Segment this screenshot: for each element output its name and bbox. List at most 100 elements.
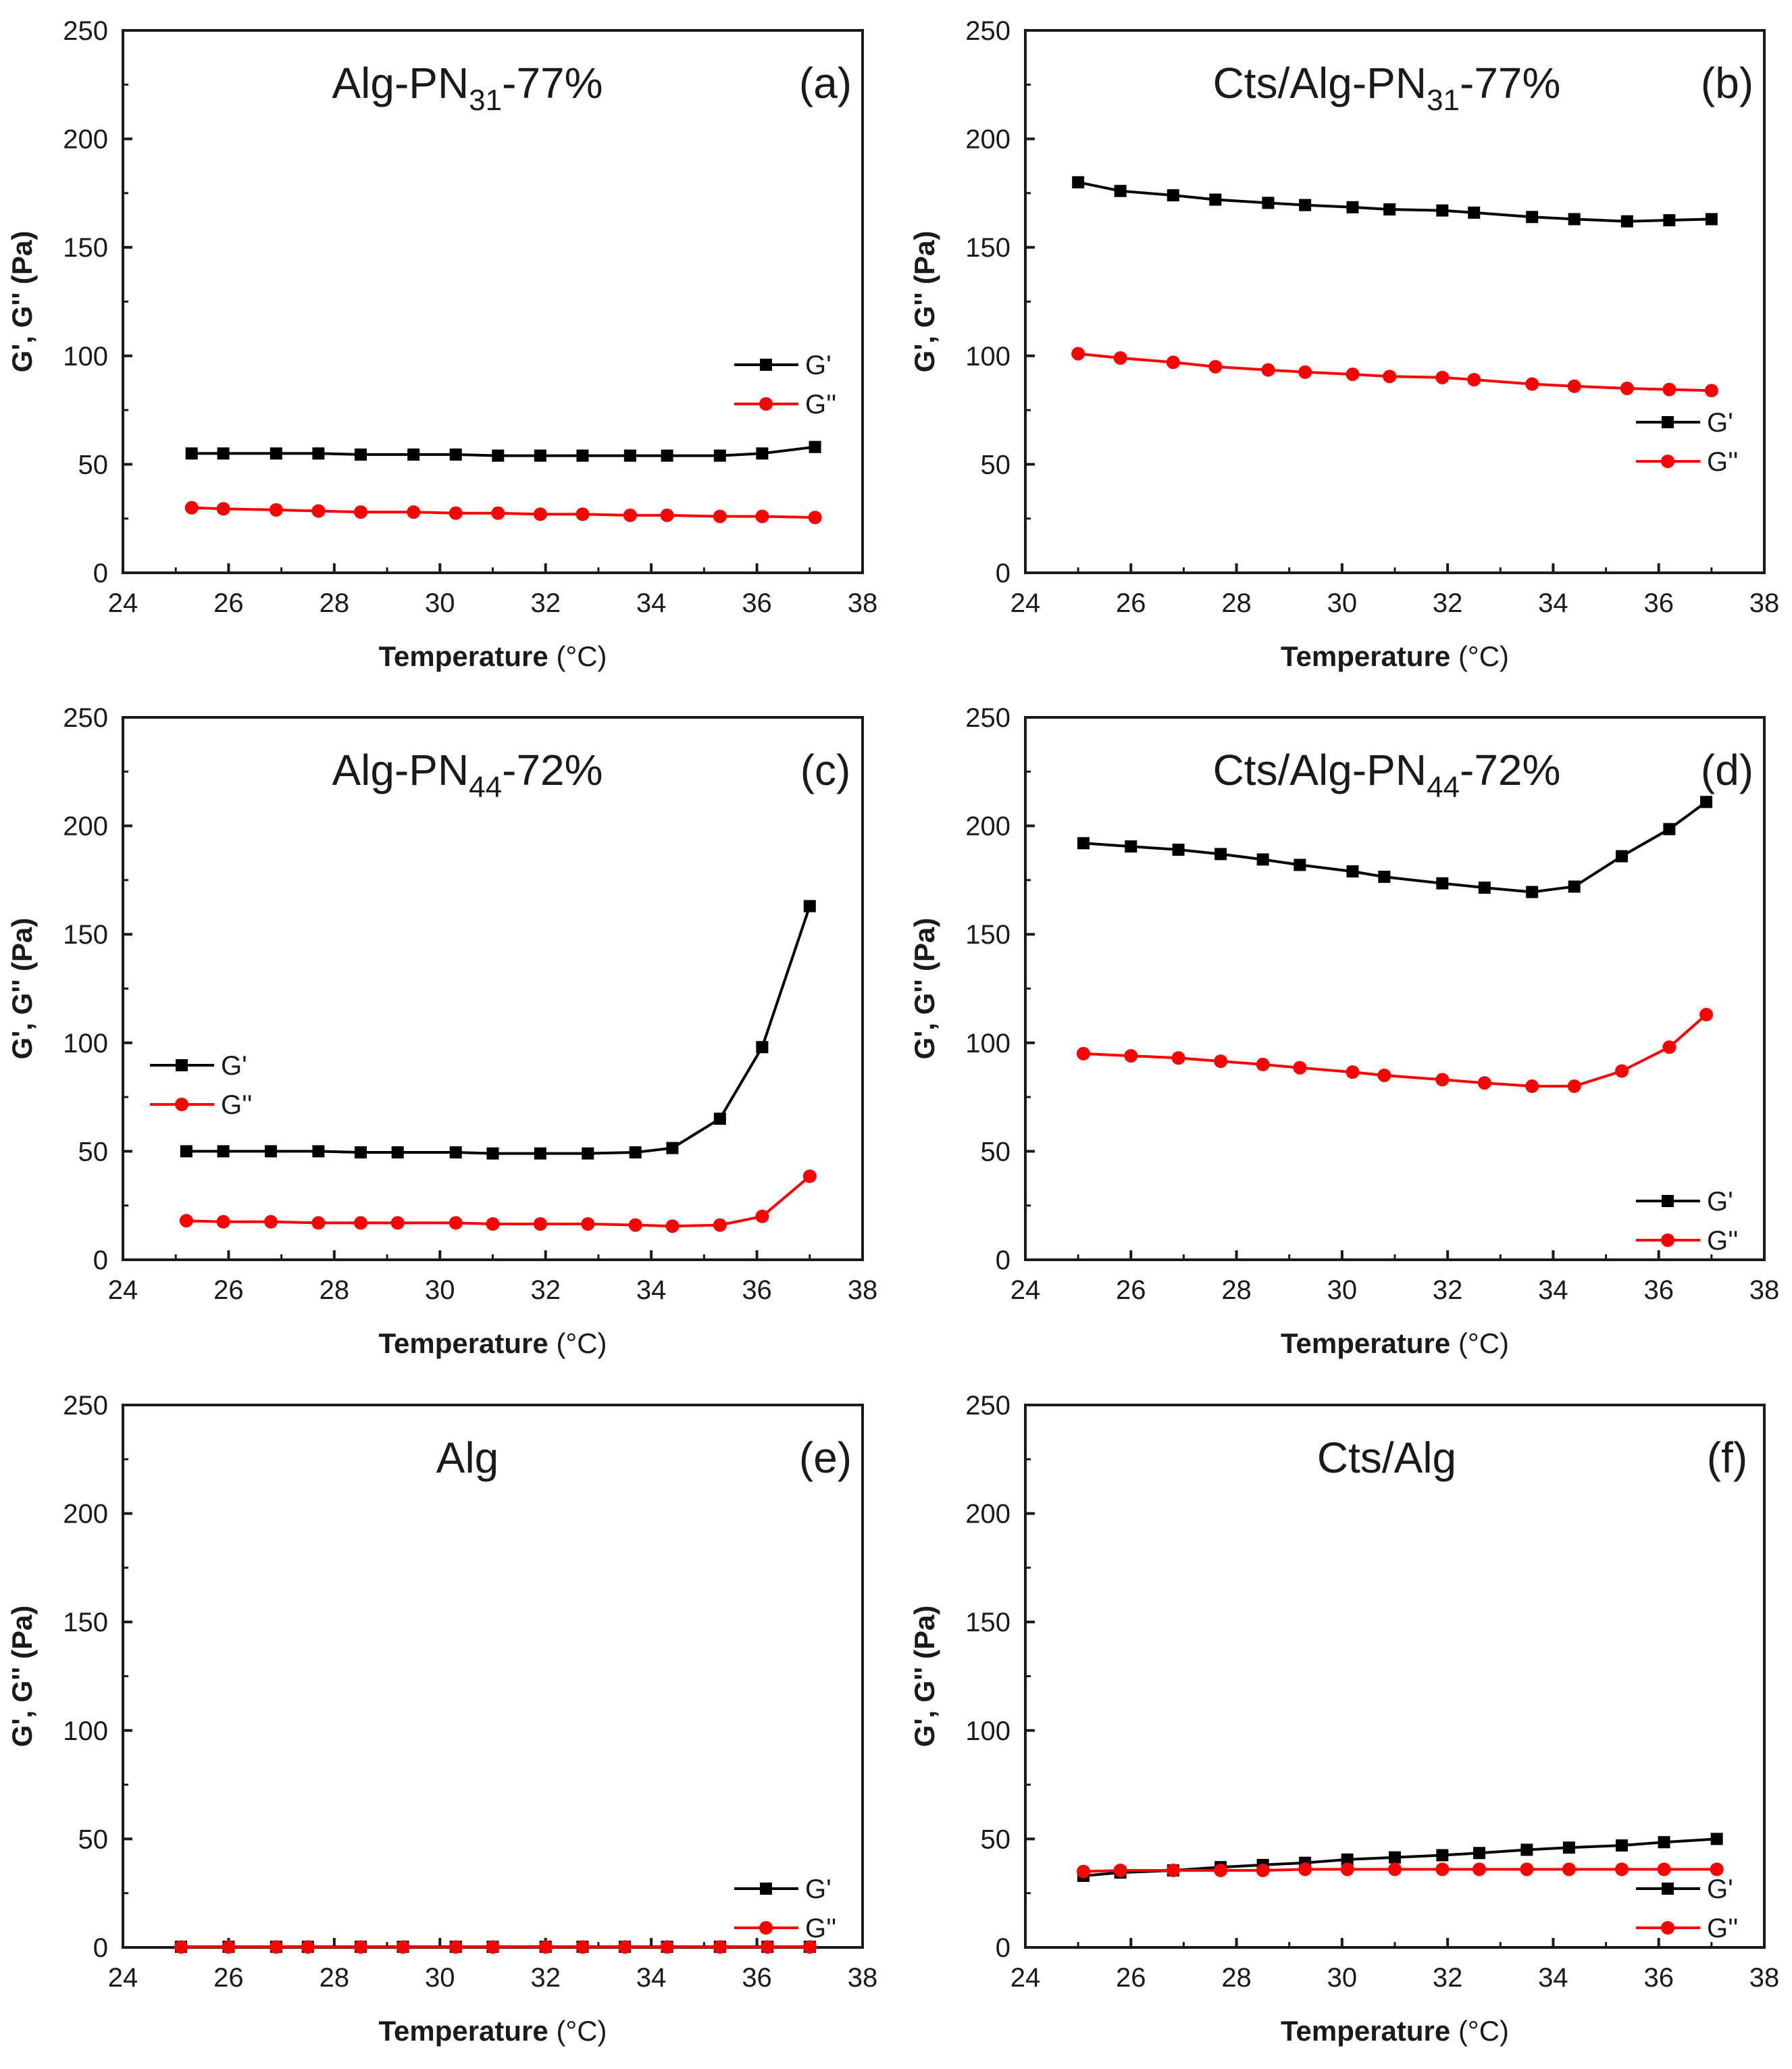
data-point xyxy=(391,1146,404,1159)
y-axis-label: G', G'' (Pa) xyxy=(908,918,940,1060)
data-point xyxy=(533,507,547,521)
x-axis-label: Temperature (°C) xyxy=(1281,2015,1509,2047)
x-tick-label: 26 xyxy=(213,588,244,618)
panel-title: Alg-PN44-72% xyxy=(332,746,603,804)
data-point xyxy=(312,1145,325,1158)
data-point xyxy=(1663,823,1676,836)
panel-title-main: Alg xyxy=(436,1433,499,1482)
data-point xyxy=(353,1216,367,1230)
data-point xyxy=(1705,213,1718,226)
data-point xyxy=(1346,367,1360,382)
x-tick-label: 32 xyxy=(1433,1275,1463,1305)
data-point xyxy=(311,1216,326,1230)
legend: G' G'' xyxy=(1636,1187,1738,1256)
x-tick-label: 26 xyxy=(1116,1275,1146,1305)
data-point xyxy=(1616,1839,1629,1852)
data-point xyxy=(1473,1847,1486,1860)
y-tick-label: 200 xyxy=(965,125,1010,155)
data-point xyxy=(661,449,673,462)
x-tick-label: 30 xyxy=(425,1275,455,1305)
data-point xyxy=(1568,880,1581,893)
x-axis-label: Temperature (°C) xyxy=(378,640,607,672)
x-axis-label-name: Temperature xyxy=(378,2015,556,2047)
data-point xyxy=(629,1146,642,1159)
x-tick-label: 36 xyxy=(742,1275,772,1305)
data-point xyxy=(1620,215,1633,228)
x-tick-label: 36 xyxy=(1643,1275,1674,1305)
data-point xyxy=(390,1216,405,1230)
panel-letter: (e) xyxy=(799,1433,852,1482)
data-point xyxy=(1435,1862,1450,1876)
data-point xyxy=(1699,1008,1714,1022)
data-point xyxy=(217,1145,230,1158)
legend-marker xyxy=(1661,1233,1674,1247)
legend-label: G'' xyxy=(1707,447,1738,477)
y-axis-label: G', G'' (Pa) xyxy=(908,1606,940,1747)
data-point xyxy=(1124,1049,1138,1063)
data-point xyxy=(1526,886,1539,898)
data-point xyxy=(1377,1068,1391,1082)
data-point xyxy=(1435,370,1450,384)
y-tick-label: 250 xyxy=(965,1391,1010,1421)
data-point xyxy=(1663,214,1676,227)
panel-d: 24 26 28 30 32 34 36 38 0 50 100 150 200 250 Temperatu… xyxy=(908,703,1779,1359)
data-point xyxy=(665,1219,680,1233)
data-point xyxy=(185,447,198,460)
x-axis-label-unit: (°C) xyxy=(1458,640,1509,672)
data-point xyxy=(354,448,367,461)
x-tick-label: 28 xyxy=(319,588,350,618)
x-axis-label-name: Temperature xyxy=(1281,640,1458,672)
legend-label: G'' xyxy=(805,1914,836,1943)
x-tick-label: 34 xyxy=(636,1275,667,1305)
data-point xyxy=(216,502,230,516)
y-tick-label: 100 xyxy=(965,1716,1010,1746)
data-point xyxy=(660,1940,674,1954)
data-point xyxy=(623,449,636,462)
y-tick-label: 0 xyxy=(93,559,108,588)
data-point xyxy=(1662,1040,1676,1054)
x-axis-label: Temperature (°C) xyxy=(378,1327,607,1359)
data-point xyxy=(449,1146,462,1159)
data-point xyxy=(1468,206,1481,219)
y-tick-label: 250 xyxy=(965,16,1010,46)
x-axis-label-unit: (°C) xyxy=(1458,2015,1509,2047)
data-point xyxy=(1298,365,1312,379)
data-point xyxy=(756,1041,769,1054)
data-point xyxy=(802,1940,817,1954)
legend-label: G'' xyxy=(221,1090,252,1120)
panel-title-subscript: 44 xyxy=(469,771,502,804)
data-point xyxy=(1378,871,1391,884)
data-point xyxy=(1383,369,1397,384)
data-point xyxy=(449,506,463,520)
panel-letter: (b) xyxy=(1701,59,1753,107)
legend-label: G' xyxy=(1707,1874,1733,1904)
data-point xyxy=(1077,837,1090,850)
y-tick-label: 200 xyxy=(63,812,108,842)
panel-title-main: Cts/Alg-PN xyxy=(1213,746,1427,794)
panel-title-subscript: 31 xyxy=(1427,84,1460,117)
data-point xyxy=(1383,203,1396,215)
data-point xyxy=(581,1217,595,1231)
x-tick-label: 38 xyxy=(848,588,878,618)
data-point xyxy=(486,1217,500,1231)
x-tick-label: 28 xyxy=(1221,588,1252,618)
x-tick-label: 30 xyxy=(1327,1963,1358,1993)
panel-letter: (f) xyxy=(1707,1433,1747,1482)
y-tick-label: 100 xyxy=(63,1716,108,1746)
x-axis-label-unit: (°C) xyxy=(1458,1327,1509,1359)
panel-b: 24 26 28 30 32 34 36 38 0 50 100 150 200 250 Temperatu… xyxy=(908,16,1779,672)
data-point xyxy=(1526,211,1539,224)
data-point xyxy=(1525,1079,1539,1094)
x-tick-label: 24 xyxy=(108,1963,138,1993)
data-point xyxy=(301,1940,315,1954)
data-point xyxy=(1657,1862,1671,1876)
data-point xyxy=(628,1218,642,1232)
data-point xyxy=(1567,1079,1581,1094)
y-tick-label: 0 xyxy=(93,1933,108,1963)
data-point xyxy=(1076,1864,1090,1879)
data-point xyxy=(713,449,726,462)
data-point xyxy=(312,447,325,460)
data-point xyxy=(269,1940,283,1954)
x-tick-label: 38 xyxy=(1749,1275,1780,1305)
